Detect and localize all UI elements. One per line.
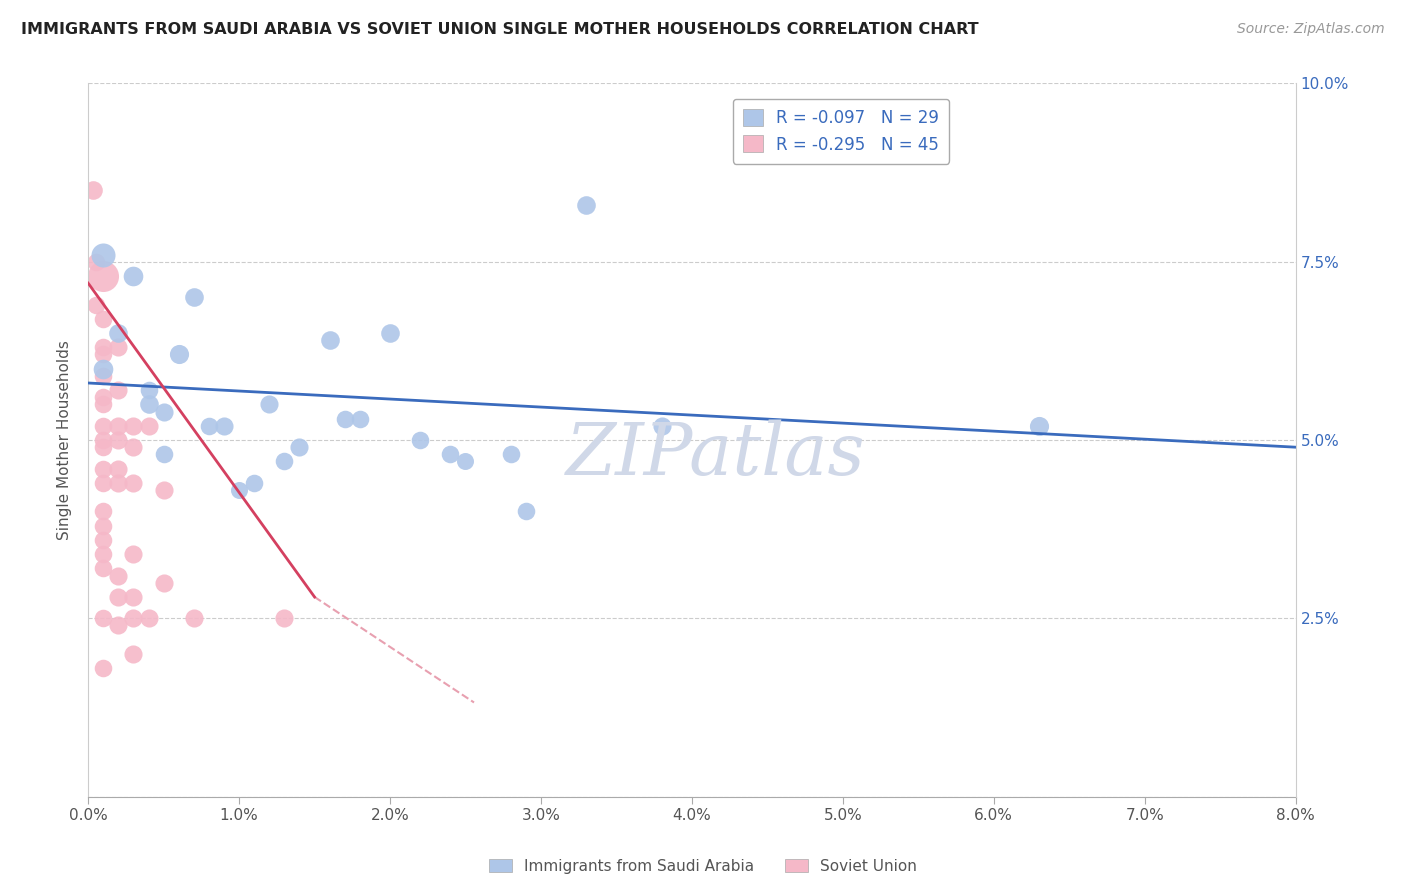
Point: [91, 475, 114, 490]
Legend: R = -0.097   N = 29, R = -0.295   N = 45: R = -0.097 N = 29, R = -0.295 N = 45: [733, 99, 949, 163]
Point: [409, 433, 432, 447]
Text: IMMIGRANTS FROM SAUDI ARABIA VS SOVIET UNION SINGLE MOTHER HOUSEHOLDS CORRELATIO: IMMIGRANTS FROM SAUDI ARABIA VS SOVIET U…: [21, 22, 979, 37]
Point: [138, 383, 160, 397]
Text: ZIPatlas: ZIPatlas: [567, 419, 866, 490]
Point: [152, 404, 174, 418]
Point: [243, 475, 266, 490]
Point: [91, 418, 114, 433]
Point: [138, 397, 160, 411]
Point: [138, 418, 160, 433]
Point: [138, 611, 160, 625]
Point: [91, 518, 114, 533]
Point: [91, 611, 114, 625]
Point: [122, 268, 145, 283]
Point: [107, 383, 129, 397]
Point: [91, 461, 114, 475]
Point: [212, 418, 235, 433]
Point: [333, 411, 356, 425]
Point: [515, 504, 537, 518]
Point: [198, 418, 221, 433]
Point: [82, 183, 104, 197]
Point: [107, 475, 129, 490]
Point: [122, 418, 145, 433]
Point: [91, 397, 114, 411]
Point: [651, 418, 673, 433]
Point: [91, 433, 114, 447]
Point: [183, 290, 205, 304]
Point: [107, 590, 129, 604]
Point: [84, 297, 107, 311]
Point: [107, 433, 129, 447]
Point: [122, 647, 145, 661]
Point: [228, 483, 250, 497]
Point: [91, 533, 114, 547]
Point: [107, 618, 129, 632]
Point: [91, 268, 114, 283]
Point: [349, 411, 371, 425]
Point: [91, 368, 114, 383]
Point: [91, 547, 114, 561]
Point: [91, 561, 114, 575]
Point: [273, 454, 295, 468]
Point: [107, 461, 129, 475]
Point: [439, 447, 461, 461]
Point: [575, 197, 598, 211]
Point: [318, 333, 340, 347]
Point: [259, 397, 281, 411]
Point: [122, 547, 145, 561]
Point: [499, 447, 522, 461]
Point: [84, 254, 107, 268]
Point: [107, 568, 129, 582]
Legend: Immigrants from Saudi Arabia, Soviet Union: Immigrants from Saudi Arabia, Soviet Uni…: [484, 853, 922, 880]
Point: [107, 418, 129, 433]
Point: [91, 440, 114, 454]
Point: [122, 611, 145, 625]
Point: [152, 483, 174, 497]
Point: [91, 504, 114, 518]
Point: [288, 440, 311, 454]
Y-axis label: Single Mother Households: Single Mother Households: [58, 340, 72, 540]
Point: [152, 575, 174, 590]
Point: [107, 340, 129, 354]
Point: [454, 454, 477, 468]
Point: [273, 611, 295, 625]
Point: [91, 247, 114, 261]
Point: [378, 326, 401, 340]
Point: [152, 447, 174, 461]
Point: [91, 347, 114, 361]
Point: [1028, 418, 1050, 433]
Point: [91, 340, 114, 354]
Text: Source: ZipAtlas.com: Source: ZipAtlas.com: [1237, 22, 1385, 37]
Point: [167, 347, 190, 361]
Point: [122, 475, 145, 490]
Point: [122, 440, 145, 454]
Point: [91, 311, 114, 326]
Point: [91, 361, 114, 376]
Point: [107, 326, 129, 340]
Point: [91, 661, 114, 675]
Point: [91, 390, 114, 404]
Point: [122, 590, 145, 604]
Point: [183, 611, 205, 625]
